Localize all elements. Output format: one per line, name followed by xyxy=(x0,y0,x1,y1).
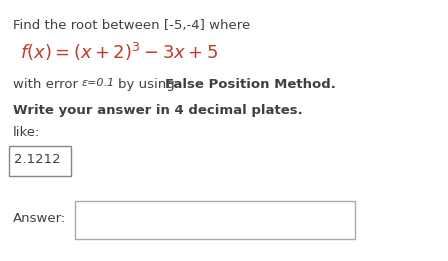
Text: with error: with error xyxy=(13,78,78,91)
Text: Answer:: Answer: xyxy=(13,212,66,226)
Text: like:: like: xyxy=(13,126,40,139)
Text: Write your answer in 4 decimal plates.: Write your answer in 4 decimal plates. xyxy=(13,104,303,117)
Text: 2.1212: 2.1212 xyxy=(14,153,60,166)
Text: Find the root between [-5,-4] where: Find the root between [-5,-4] where xyxy=(13,19,250,32)
Text: $f(x) = (x+2)^3 - 3x+5$: $f(x) = (x+2)^3 - 3x+5$ xyxy=(20,41,218,63)
Text: by using: by using xyxy=(118,78,179,91)
Text: False Position Method.: False Position Method. xyxy=(165,78,336,91)
Text: ε=0.1: ε=0.1 xyxy=(82,78,115,88)
